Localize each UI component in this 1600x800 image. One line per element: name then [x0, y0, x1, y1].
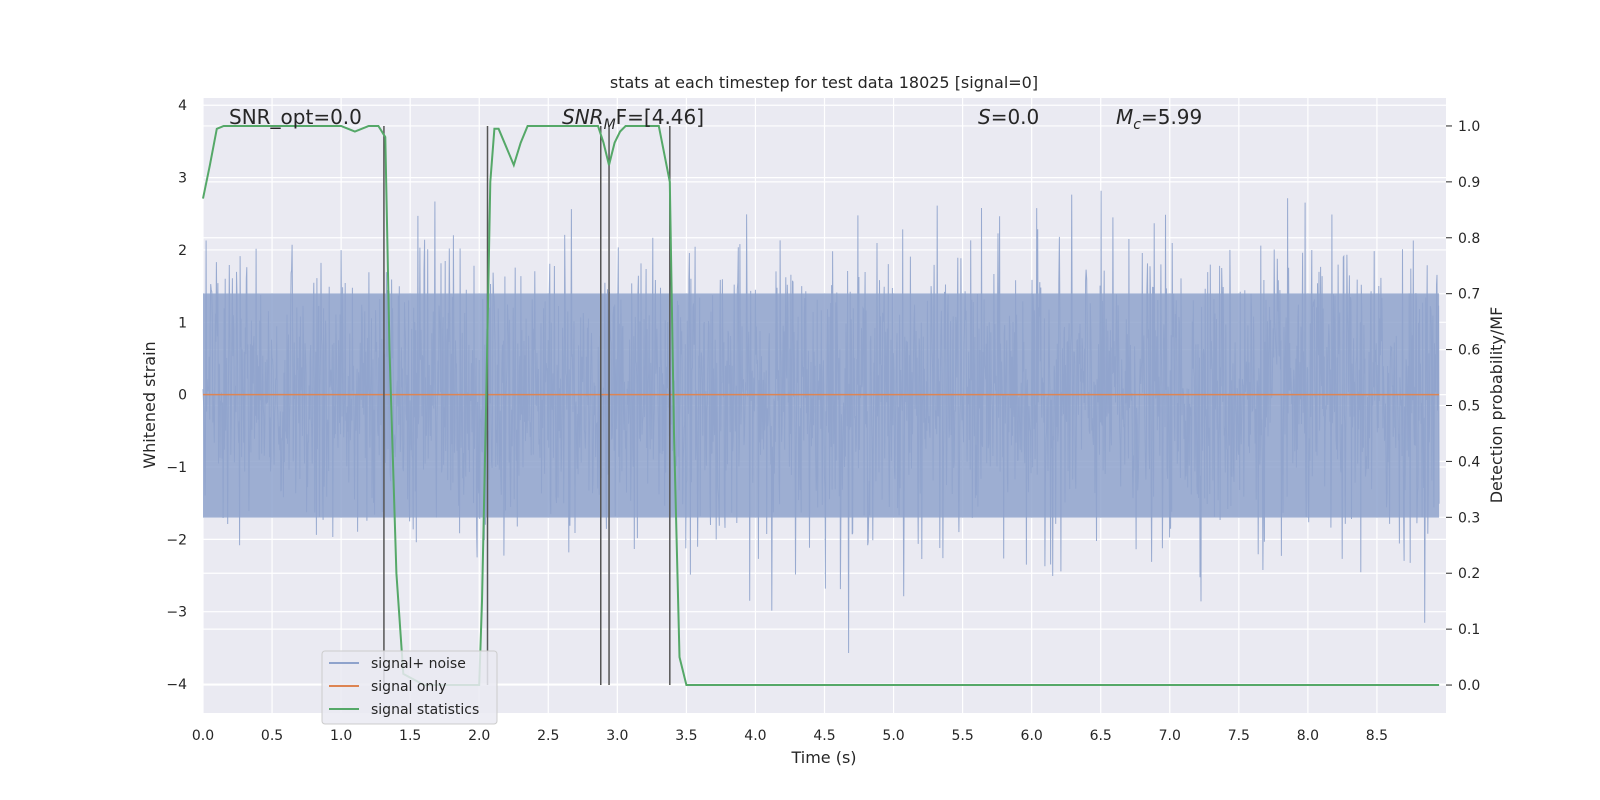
chart-title: stats at each timestep for test data 180… — [610, 73, 1038, 92]
y-left-tick-label: −3 — [166, 605, 187, 621]
y-right-tick-label: 0.7 — [1458, 287, 1480, 303]
signal-noise-band — [203, 293, 1440, 518]
legend-label-signal-only: signal only — [371, 679, 446, 695]
x-tick-label: 5.0 — [882, 728, 904, 744]
y-right-tick-label: 1.0 — [1458, 119, 1480, 135]
y-right-tick-label: 0.0 — [1458, 678, 1480, 694]
x-tick-label: 2.5 — [537, 728, 559, 744]
y-right-tick-label: 0.2 — [1458, 566, 1480, 582]
y-left-tick-label: −1 — [166, 460, 187, 476]
annotation-s-symbol: S — [978, 105, 991, 129]
legend-box — [321, 650, 498, 725]
x-tick-label: 6.5 — [1090, 728, 1112, 744]
x-tick-label: 7.5 — [1228, 728, 1250, 744]
x-tick-label: 8.0 — [1297, 728, 1319, 744]
annotation-s-value: =0.0 — [991, 105, 1040, 129]
y-left-tick-label: 4 — [178, 98, 187, 114]
series-signal-noise — [202, 190, 1440, 654]
y-left-tick-label: 0 — [178, 388, 187, 404]
annotation-snr-mf-subscript: M — [604, 117, 616, 133]
x-tick-label: 5.5 — [951, 728, 973, 744]
legend-label-signal-noise: signal+ noise — [371, 656, 466, 672]
y-left-tick-label: −2 — [166, 532, 187, 548]
x-tick-label: 4.0 — [744, 728, 766, 744]
y-right-tick-label: 0.3 — [1458, 510, 1480, 526]
annotation-snr-opt: SNR_opt=0.0 — [229, 105, 362, 129]
x-axis-ticks: 0.0 0.5 1.0 1.5 2.0 2.5 3.0 3.5 4.0 4.5 5.0 5.5 6.0 6… — [192, 728, 1388, 744]
x-tick-label: 8.5 — [1366, 728, 1388, 744]
y-right-tick-label: 0.5 — [1458, 399, 1480, 415]
y-left-axis-ticks: 4 3 2 1 0 −1 −2 −3 −4 — [166, 98, 187, 693]
x-tick-label: 6.0 — [1021, 728, 1043, 744]
x-tick-label: 0.5 — [261, 728, 283, 744]
y-left-tick-label: 2 — [178, 243, 187, 259]
y-right-tick-label: 0.9 — [1458, 175, 1480, 191]
y-right-axis-ticks: 1.0 0.9 0.8 0.7 0.6 0.5 0.4 0.3 0.2 0.1 0.0 — [1446, 119, 1480, 694]
y-left-tick-label: 1 — [178, 315, 187, 331]
vertical-markers — [383, 125, 671, 686]
annotation-mc: Mc=5.99 — [1116, 105, 1202, 133]
y-left-tick-label: 3 — [178, 171, 187, 187]
y-left-axis-label: Whitened strain — [140, 341, 159, 468]
legend: signal+ noise signal only signal statist… — [321, 650, 498, 725]
y-right-tick-label: 0.8 — [1458, 231, 1480, 247]
x-tick-label: 1.5 — [399, 728, 421, 744]
x-tick-label: 4.5 — [813, 728, 835, 744]
y-right-tick-label: 0.6 — [1458, 343, 1480, 359]
x-tick-label: 3.5 — [675, 728, 697, 744]
annotation-mc-subscript: c — [1133, 117, 1141, 133]
series-signal-statistics — [202, 125, 1440, 686]
x-tick-label: 0.0 — [192, 728, 214, 744]
signal-statistics-line — [202, 125, 1440, 686]
x-axis-label: Time (s) — [790, 748, 856, 767]
y-right-tick-label: 0.1 — [1458, 622, 1480, 638]
legend-label-signal-statistics: signal statistics — [371, 702, 479, 718]
y-right-axis-label: Detection probability/MF — [1487, 307, 1506, 504]
x-tick-label: 2.0 — [468, 728, 490, 744]
annotation-mc-value: =5.99 — [1141, 105, 1202, 129]
annotation-s: S=0.0 — [978, 105, 1039, 129]
annotation-snr-mf-value: F=[4.46] — [616, 105, 704, 129]
y-left-tick-label: −4 — [166, 677, 187, 693]
x-tick-label: 1.0 — [330, 728, 352, 744]
annotation-mc-symbol: M — [1116, 105, 1133, 129]
y-right-tick-label: 0.4 — [1458, 454, 1480, 470]
x-tick-label: 7.0 — [1159, 728, 1181, 744]
annotation-snr-mf: SNRMF=[4.46] — [562, 105, 704, 133]
annotation-snr-mf-symbol: SNR — [562, 105, 604, 129]
x-tick-label: 3.0 — [606, 728, 628, 744]
